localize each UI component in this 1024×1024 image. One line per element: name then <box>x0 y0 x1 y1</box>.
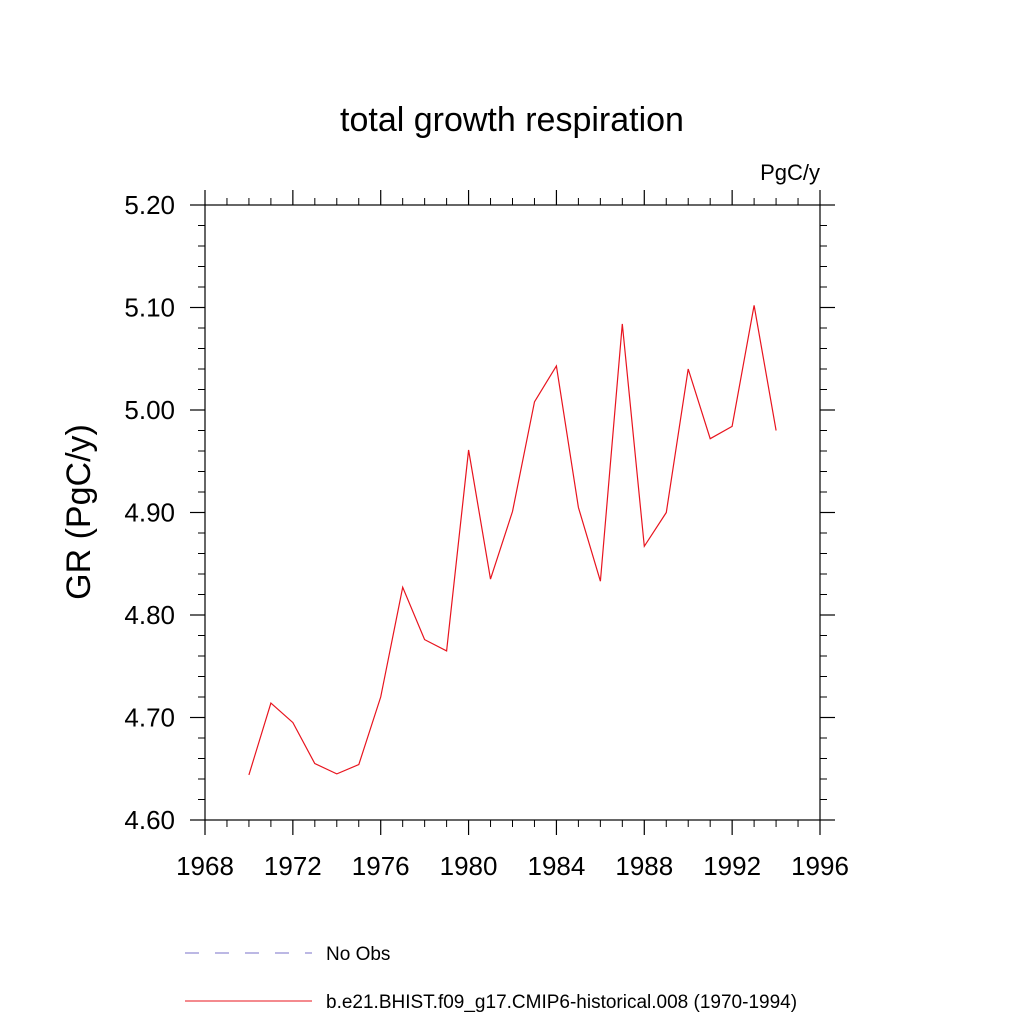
y-tick-label: 5.00 <box>124 395 175 425</box>
series-group <box>248 305 777 776</box>
y-tick-label: 4.80 <box>124 600 175 630</box>
x-tick-label: 1972 <box>264 851 322 881</box>
x-tick-label: 1996 <box>791 851 849 881</box>
x-tick-label: 1980 <box>440 851 498 881</box>
y-axis-label: GR (PgC/y) <box>60 424 98 600</box>
units-label: PgC/y <box>760 160 820 185</box>
x-tick-label: 1984 <box>528 851 586 881</box>
chart-title: total growth respiration <box>340 101 684 139</box>
x-tick-label: 1976 <box>352 851 410 881</box>
y-tick-label: 4.90 <box>124 498 175 528</box>
y-tick-label: 5.20 <box>124 190 175 220</box>
legend: No Obs b.e21.BHIST.f09_g17.CMIP6-historic… <box>185 944 797 1013</box>
legend-label: b.e21.BHIST.f09_g17.CMIP6-historical.008… <box>326 992 797 1013</box>
x-tick-label: 1968 <box>176 851 234 881</box>
y-tick-label: 5.10 <box>124 293 175 323</box>
y-tick-label: 4.70 <box>124 703 175 733</box>
axis-ticks <box>190 190 835 835</box>
plot-frame <box>204 204 821 821</box>
x-tick-label: 1992 <box>703 851 761 881</box>
tick-labels: 1968 1972 1976 1980 1984 1988 1992 1996 4.60 4.70… <box>124 190 849 881</box>
series-line <box>248 305 777 776</box>
x-tick-label: 1988 <box>615 851 673 881</box>
y-tick-label: 4.60 <box>124 805 175 835</box>
legend-label: No Obs <box>326 944 390 965</box>
